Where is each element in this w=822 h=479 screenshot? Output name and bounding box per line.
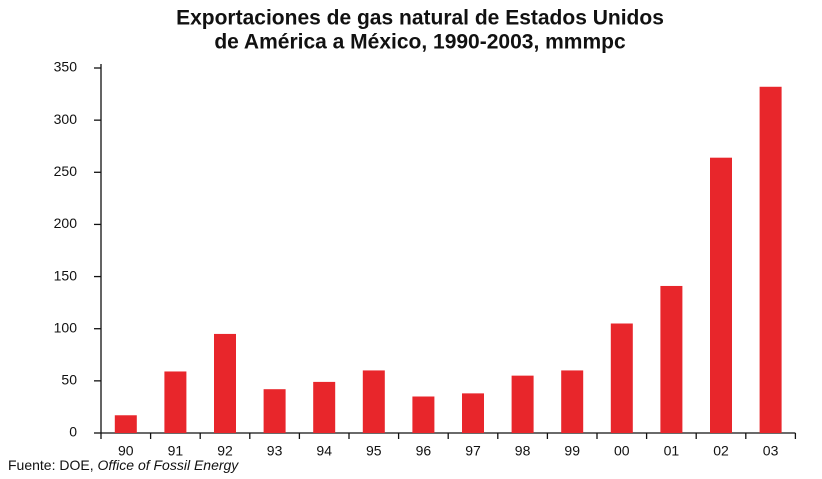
y-tick-label: 100 — [54, 319, 78, 335]
source: Fuente: DOE, Office of Fossil Energy — [8, 457, 239, 473]
y-tick-label: 300 — [54, 111, 78, 127]
bar — [412, 396, 435, 433]
x-tick-label: 97 — [465, 443, 481, 459]
bar — [164, 371, 187, 433]
y-tick-label: 50 — [61, 372, 77, 388]
x-tick-label: 03 — [763, 443, 779, 459]
y-tick-label: 350 — [54, 59, 78, 75]
bar — [263, 389, 286, 433]
bar — [660, 285, 683, 433]
x-tick-label: 95 — [366, 443, 382, 459]
x-tick-label: 92 — [217, 443, 233, 459]
y-tick-label: 200 — [54, 215, 78, 231]
y-tick-label: 0 — [69, 424, 77, 440]
bar — [759, 86, 782, 434]
x-tick-label: 00 — [614, 443, 630, 459]
x-tick-label: 94 — [316, 443, 332, 459]
y-tick-label: 250 — [54, 163, 78, 179]
source-text: Office of Fossil Energy — [97, 457, 239, 473]
source-text: Fuente: DOE, — [8, 457, 94, 473]
x-tick-label: 96 — [416, 443, 432, 459]
bar — [214, 333, 236, 433]
bar — [710, 157, 732, 433]
x-tick-label: 93 — [267, 443, 283, 459]
bar — [561, 370, 584, 433]
bar — [114, 415, 137, 433]
x-tick-label: 90 — [118, 443, 134, 459]
bar — [610, 323, 633, 433]
bar — [362, 370, 385, 433]
bar — [511, 375, 534, 433]
chart-title: Exportaciones de gas natural de Estados … — [176, 7, 664, 30]
y-tick-label: 150 — [54, 267, 78, 283]
x-tick-label: 99 — [564, 443, 580, 459]
x-tick-label: 01 — [664, 443, 680, 459]
bar — [313, 381, 336, 433]
chart-title: de América a México, 1990-2003, mmmpc — [214, 31, 626, 54]
bar — [462, 393, 484, 433]
x-tick-label: 98 — [515, 443, 531, 459]
x-tick-label: 02 — [713, 443, 729, 459]
x-tick-label: 91 — [168, 443, 184, 459]
